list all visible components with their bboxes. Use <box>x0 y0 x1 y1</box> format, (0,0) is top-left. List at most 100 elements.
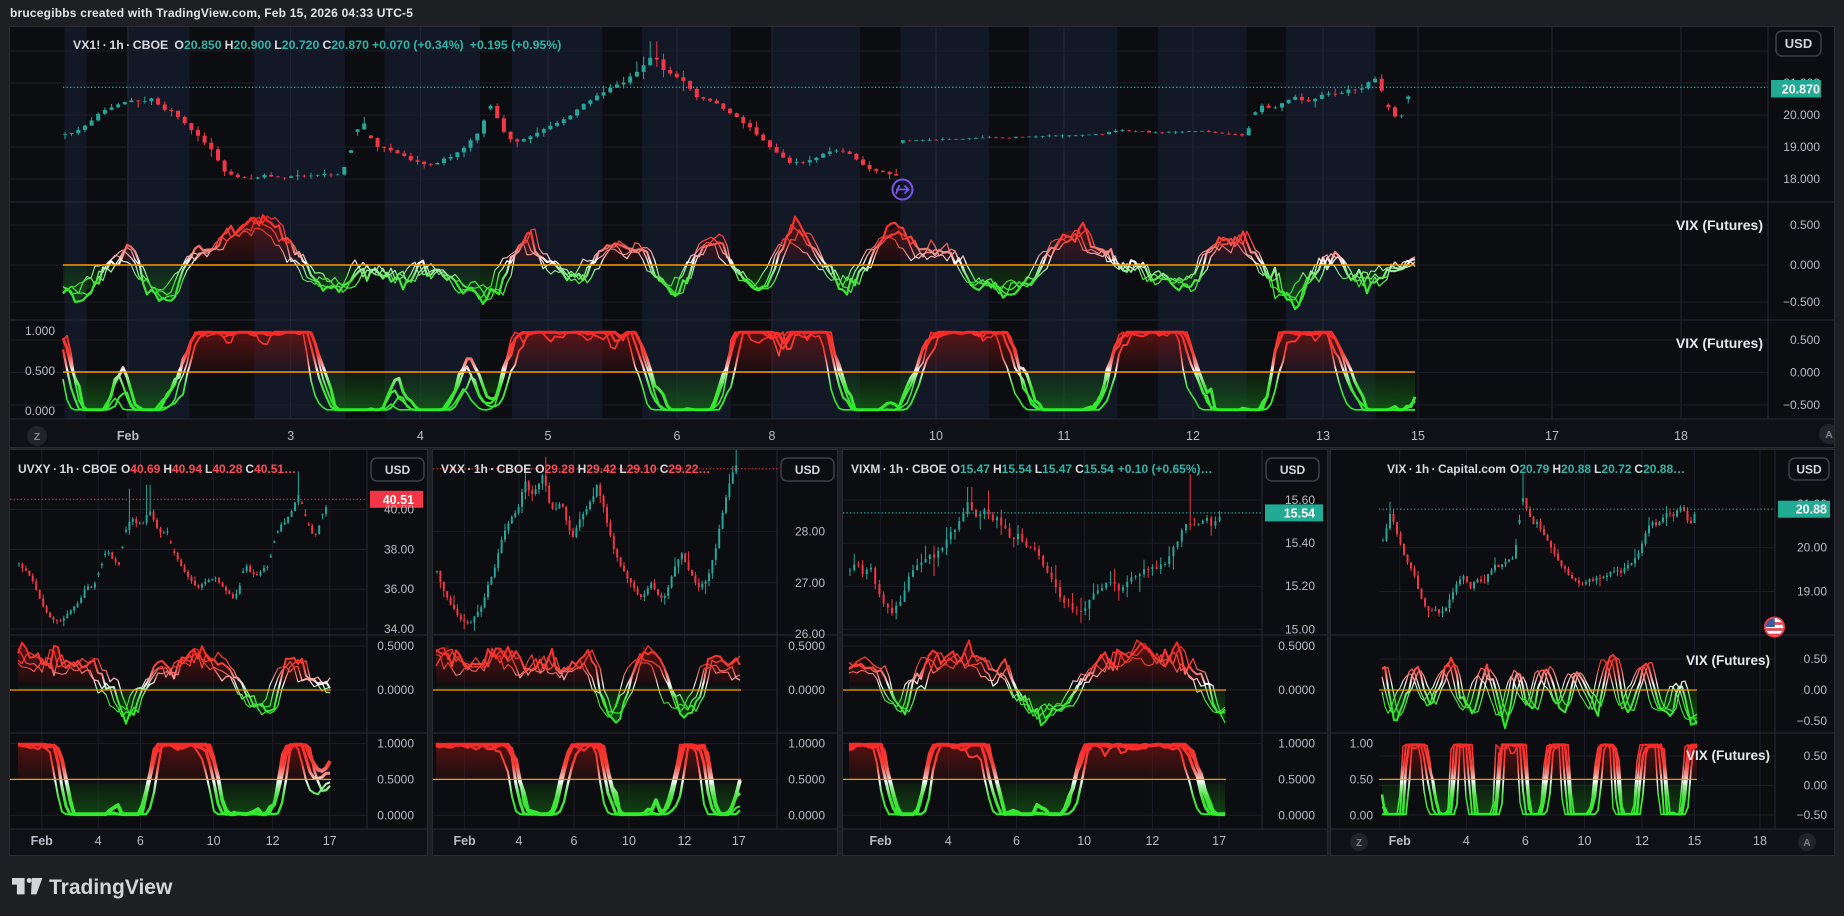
svg-text:0.500: 0.500 <box>1790 333 1820 347</box>
svg-text:VIX (Futures): VIX (Futures) <box>1676 335 1763 351</box>
svg-text:19.000: 19.000 <box>1783 140 1820 154</box>
svg-text:4: 4 <box>95 834 102 848</box>
svg-text:8: 8 <box>769 429 776 443</box>
svg-text:Z: Z <box>1356 838 1362 849</box>
svg-text:USD: USD <box>795 463 821 477</box>
svg-text:20.88: 20.88 <box>1796 503 1827 517</box>
svg-text:0.50: 0.50 <box>1350 772 1374 786</box>
svg-text:40.51: 40.51 <box>383 493 414 507</box>
svg-text:6: 6 <box>1013 834 1020 848</box>
svg-text:15.20: 15.20 <box>1285 579 1315 593</box>
svg-text:USD: USD <box>385 463 411 477</box>
svg-text:6: 6 <box>1522 834 1529 848</box>
svg-text:Feb: Feb <box>31 834 54 848</box>
svg-text:0.500: 0.500 <box>25 364 55 378</box>
svg-text:Feb: Feb <box>453 834 476 848</box>
svg-text:TradingView: TradingView <box>49 876 173 899</box>
svg-text:0.00: 0.00 <box>1804 779 1828 793</box>
svg-text:19.00: 19.00 <box>1797 585 1827 599</box>
svg-text:13: 13 <box>1316 429 1330 443</box>
svg-text:0.000: 0.000 <box>1790 258 1820 272</box>
svg-text:A: A <box>1825 429 1833 441</box>
svg-text:UVXY · 1h · CBOE O40.69 H40.94: UVXY · 1h · CBOE O40.69 H40.94 L40.28 C4… <box>18 462 296 476</box>
svg-text:18: 18 <box>1753 834 1767 848</box>
svg-text:0.5000: 0.5000 <box>1278 639 1315 653</box>
svg-text:0.0000: 0.0000 <box>1278 808 1315 822</box>
svg-text:4: 4 <box>516 834 523 848</box>
svg-text:0.0000: 0.0000 <box>1278 683 1315 697</box>
svg-text:20.000: 20.000 <box>1783 108 1820 122</box>
svg-text:17: 17 <box>1545 429 1559 443</box>
svg-text:0.500: 0.500 <box>1790 218 1820 232</box>
svg-text:VX1! · 1h · CBOE O20.850 H20.: VX1! · 1h · CBOE O20.850 H20.900 L20.720… <box>73 38 561 52</box>
svg-text:0.0000: 0.0000 <box>377 683 414 697</box>
svg-text:12: 12 <box>677 834 691 848</box>
svg-text:40.00: 40.00 <box>384 503 414 517</box>
svg-text:1.0000: 1.0000 <box>1278 737 1315 751</box>
svg-text:0.00: 0.00 <box>1804 683 1828 697</box>
svg-text:0.5000: 0.5000 <box>788 772 825 786</box>
svg-text:0.0000: 0.0000 <box>788 683 825 697</box>
svg-text:15.54: 15.54 <box>1284 506 1315 520</box>
svg-text:6: 6 <box>137 834 144 848</box>
svg-text:28.00: 28.00 <box>795 524 825 538</box>
svg-text:0.00: 0.00 <box>1350 808 1374 822</box>
svg-text:Z: Z <box>34 431 41 443</box>
svg-text:6: 6 <box>674 429 681 443</box>
svg-text:VIX (Futures): VIX (Futures) <box>1676 217 1763 233</box>
svg-text:4: 4 <box>417 429 424 443</box>
svg-text:VXX · 1h · CBOE O29.28 H29.42: VXX · 1h · CBOE O29.28 H29.42 L29.10 C29… <box>441 462 710 476</box>
svg-text:0.5000: 0.5000 <box>788 639 825 653</box>
svg-text:6: 6 <box>571 834 578 848</box>
svg-text:1.000: 1.000 <box>25 324 55 338</box>
svg-text:VIX (Futures): VIX (Futures) <box>1686 653 1770 668</box>
svg-text:Feb: Feb <box>117 429 140 443</box>
svg-text:USD: USD <box>1785 36 1812 51</box>
svg-text:−0.500: −0.500 <box>1783 398 1820 412</box>
svg-text:18.000: 18.000 <box>1783 172 1820 186</box>
svg-text:20.870: 20.870 <box>1782 83 1820 97</box>
svg-text:VIX (Futures): VIX (Futures) <box>1686 748 1770 763</box>
svg-text:12: 12 <box>266 834 280 848</box>
svg-text:27.00: 27.00 <box>795 576 825 590</box>
svg-text:1.0000: 1.0000 <box>377 737 414 751</box>
svg-text:15.00: 15.00 <box>1285 622 1315 636</box>
svg-text:0.0000: 0.0000 <box>377 808 414 822</box>
svg-text:10: 10 <box>1578 834 1592 848</box>
svg-text:−0.50: −0.50 <box>1797 808 1828 822</box>
svg-text:0.5000: 0.5000 <box>377 639 414 653</box>
svg-text:0.000: 0.000 <box>25 404 55 418</box>
svg-text:11: 11 <box>1058 429 1071 443</box>
svg-text:18: 18 <box>1674 429 1688 443</box>
svg-text:20.00: 20.00 <box>1797 541 1827 555</box>
svg-text:15: 15 <box>1411 429 1425 443</box>
svg-text:A: A <box>1803 838 1810 849</box>
svg-text:15: 15 <box>1687 834 1701 848</box>
svg-text:12: 12 <box>1145 834 1159 848</box>
svg-text:15.60: 15.60 <box>1285 493 1315 507</box>
svg-text:17: 17 <box>323 834 337 848</box>
svg-text:10: 10 <box>1077 834 1091 848</box>
svg-text:34.00: 34.00 <box>384 622 414 636</box>
svg-text:17: 17 <box>1212 834 1226 848</box>
svg-text:VIX · 1h · Capital.com O20.79: VIX · 1h · Capital.com O20.79 H20.88 L20… <box>1387 462 1685 476</box>
svg-text:5: 5 <box>545 429 552 443</box>
svg-text:Feb: Feb <box>1389 834 1412 848</box>
svg-text:0.000: 0.000 <box>1790 366 1820 380</box>
svg-text:10: 10 <box>929 429 943 443</box>
svg-text:36.00: 36.00 <box>384 582 414 596</box>
svg-text:12: 12 <box>1635 834 1649 848</box>
svg-text:4: 4 <box>945 834 952 848</box>
svg-text:Feb: Feb <box>869 834 892 848</box>
svg-text:1.0000: 1.0000 <box>788 737 825 751</box>
svg-text:4: 4 <box>1463 834 1470 848</box>
svg-text:10: 10 <box>207 834 221 848</box>
svg-text:12: 12 <box>1186 429 1200 443</box>
svg-text:26.00: 26.00 <box>795 627 825 641</box>
svg-text:−0.50: −0.50 <box>1797 714 1828 728</box>
svg-text:VIXM · 1h · CBOE O15.47 H15.54: VIXM · 1h · CBOE O15.47 H15.54 L15.47 C1… <box>851 462 1213 476</box>
svg-text:USD: USD <box>1280 463 1306 477</box>
svg-text:USD: USD <box>1796 463 1822 477</box>
svg-text:3: 3 <box>287 429 294 443</box>
svg-text:0.5000: 0.5000 <box>1278 772 1315 786</box>
